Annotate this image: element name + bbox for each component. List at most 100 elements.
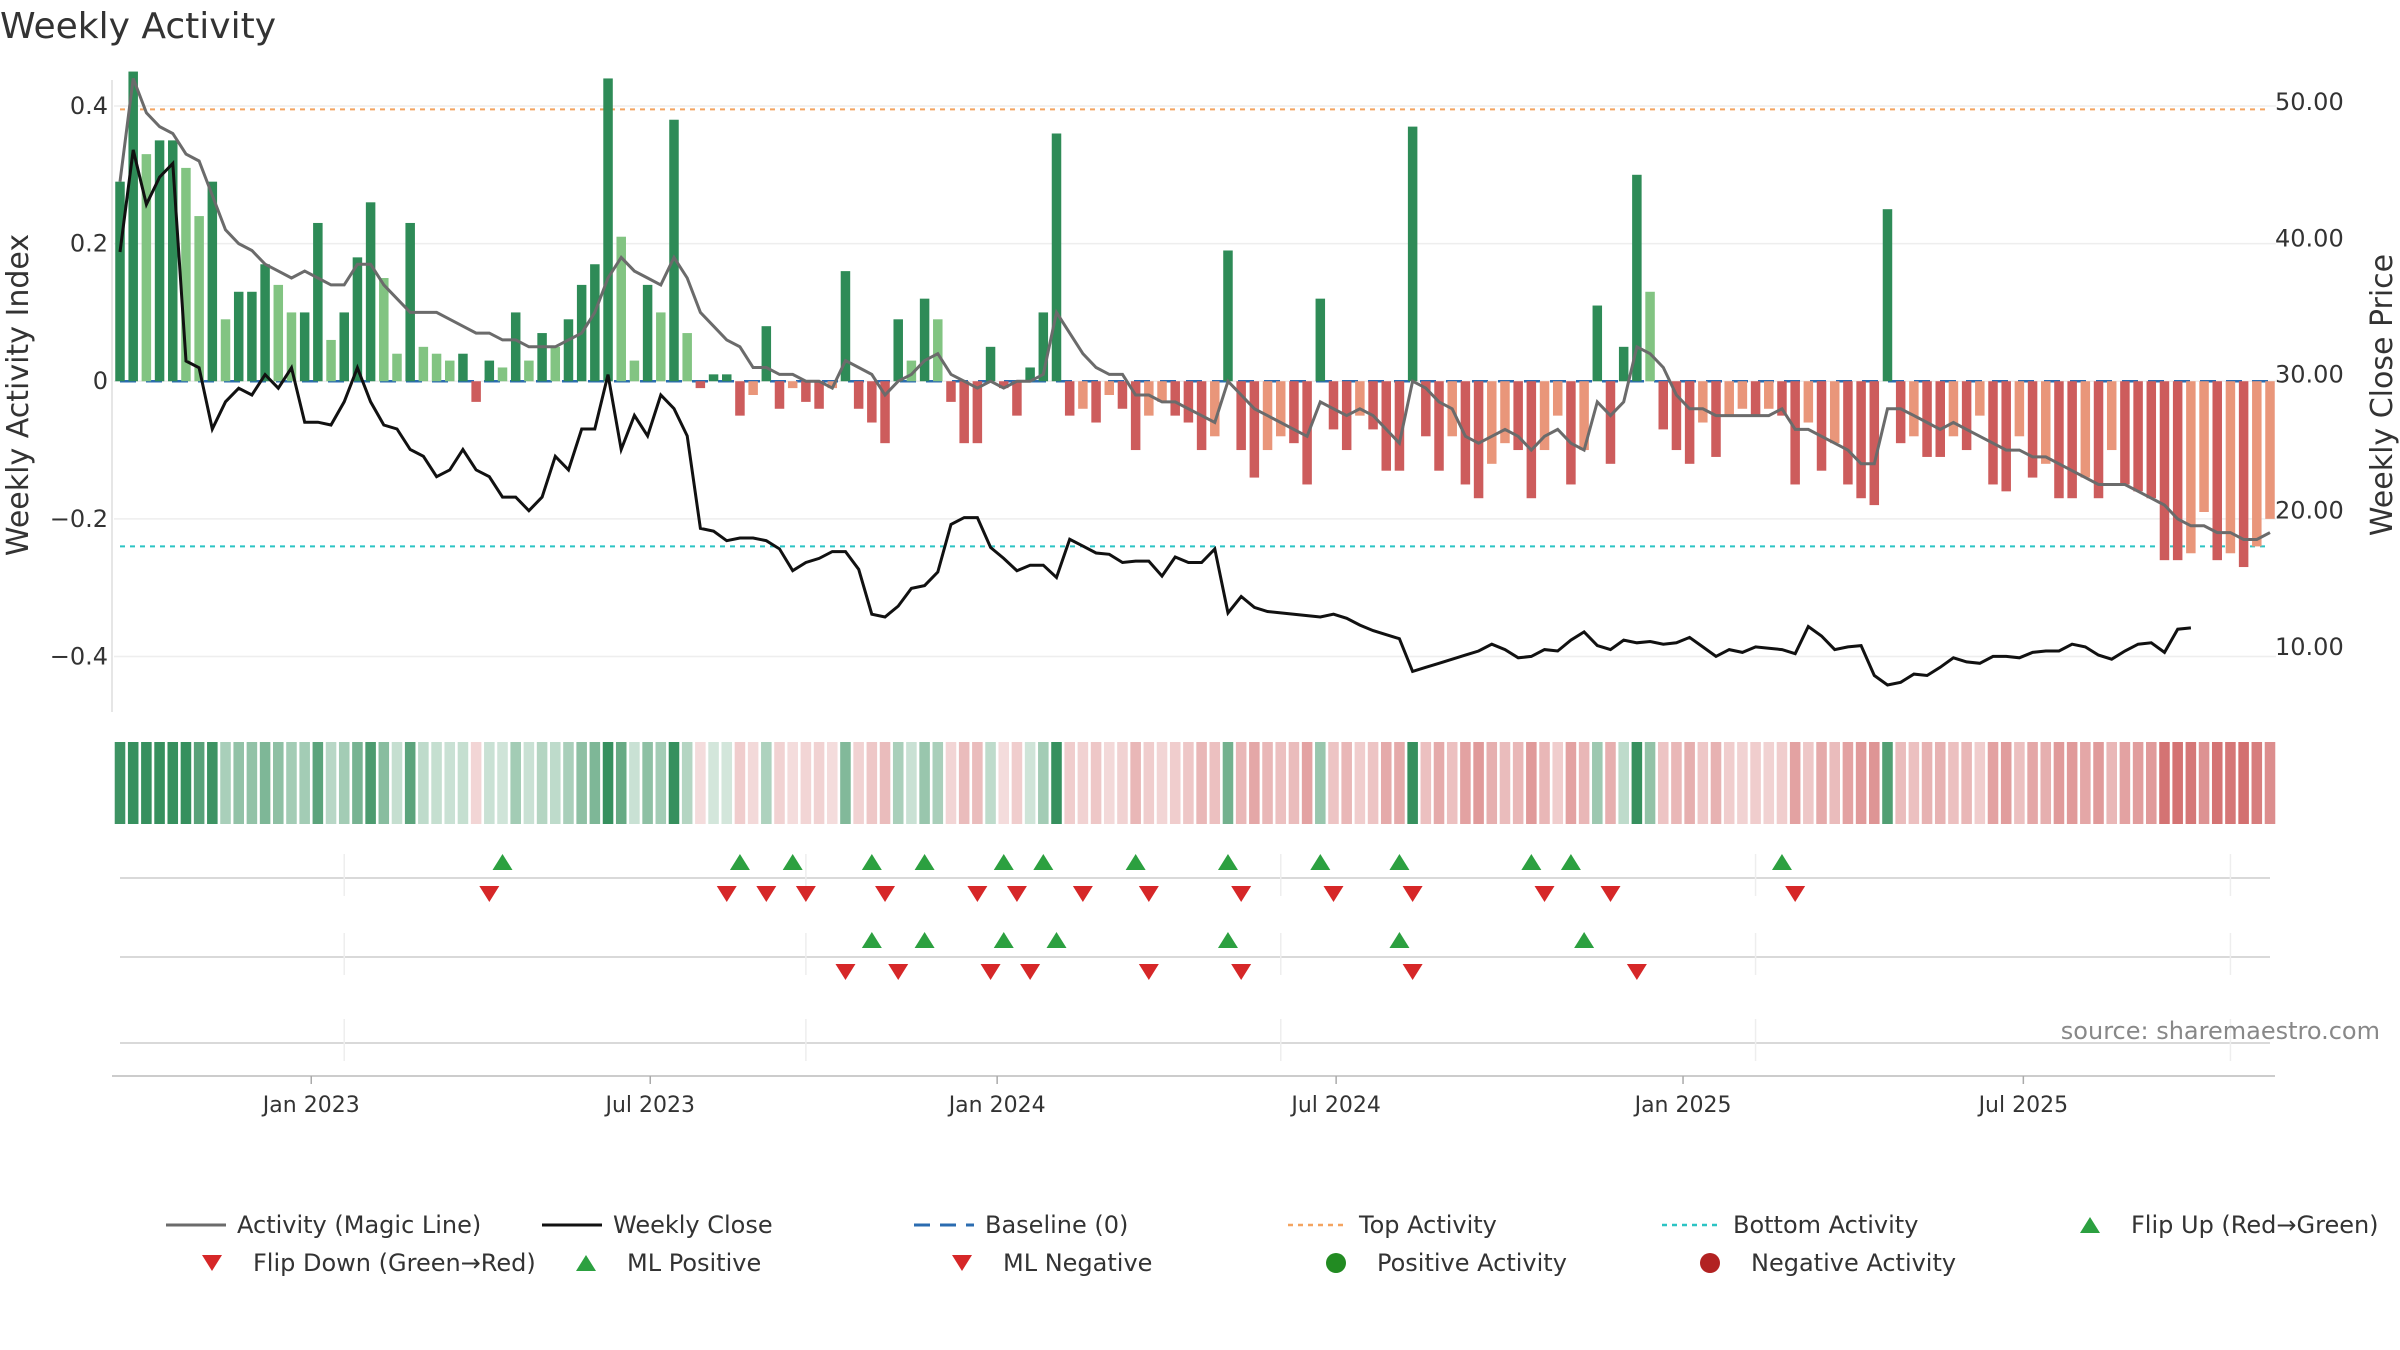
flip-down-marker <box>1006 886 1027 902</box>
legend-label: Weekly Close <box>613 1211 773 1239</box>
strip-cell <box>418 742 429 824</box>
legend-label: Negative Activity <box>1751 1249 1956 1277</box>
ml-negative-marker <box>980 964 1001 980</box>
strip-cell <box>1816 742 1827 824</box>
activity-bar <box>326 339 336 382</box>
strip-cell <box>2027 742 2038 824</box>
activity-bar <box>682 333 692 382</box>
activity-bar <box>1961 381 1972 451</box>
strip-cell <box>681 742 693 824</box>
strip-cell <box>1763 742 1775 824</box>
flip-down-marker <box>1534 886 1555 902</box>
activity-bar <box>1948 381 1959 437</box>
strip-cell <box>747 742 759 824</box>
flip-up-marker <box>914 854 935 870</box>
activity-bar <box>1579 381 1589 451</box>
legend-label: ML Positive <box>627 1249 761 1277</box>
strip-cell <box>180 742 192 824</box>
strip-cell <box>2185 742 2197 824</box>
strip-cell <box>550 742 561 824</box>
activity-bar <box>1051 133 1062 382</box>
activity-bar <box>1091 381 1101 423</box>
right-axis-title: Weekly Close Price <box>2365 254 2400 536</box>
strip-cell <box>444 742 456 824</box>
activity-bar <box>906 360 917 382</box>
activity-bar <box>946 381 956 402</box>
activity-bar <box>1130 381 1141 451</box>
legend-swatch <box>1700 1253 1720 1273</box>
ml-negative-marker <box>888 964 909 980</box>
strip-cell <box>1803 742 1814 824</box>
activity-bar <box>919 298 930 382</box>
activity-bar <box>260 264 270 382</box>
activity-bar <box>339 312 349 382</box>
strip-cell <box>325 742 337 824</box>
flip-up-marker <box>1771 854 1792 870</box>
strip-cell <box>1987 742 1999 824</box>
strip-cell <box>998 742 1010 824</box>
legend-swatch <box>202 1255 222 1271</box>
activity-bar <box>1157 381 1167 402</box>
activity-bar <box>1104 381 1115 395</box>
activity-bar <box>893 319 903 382</box>
activity-bar <box>2027 381 2038 478</box>
strip-cell <box>615 742 627 824</box>
strip-cell <box>1842 742 1854 824</box>
activity-bar <box>1249 381 1260 478</box>
activity-bar <box>748 381 758 395</box>
chart-title: Weekly Activity <box>0 6 276 47</box>
activity-bar <box>313 222 323 382</box>
activity-bar <box>115 181 125 382</box>
strip-cell <box>2014 742 2025 824</box>
strip-cell <box>536 742 548 824</box>
strip-cell <box>127 742 139 824</box>
activity-bar <box>352 257 363 382</box>
activity-bar <box>2186 381 2196 554</box>
strip-cell <box>945 742 957 824</box>
activity-bar <box>1315 298 1326 382</box>
legend-swatch <box>576 1255 596 1271</box>
activity-bar <box>2106 381 2117 451</box>
strip-cell <box>338 742 350 824</box>
activity-bar <box>1724 381 1734 416</box>
strip-cell <box>2066 742 2078 824</box>
ml-positive-marker <box>993 932 1014 948</box>
signal-markers <box>120 854 2270 1061</box>
activity-bar <box>1144 381 1154 416</box>
activity-bar <box>1882 209 1893 382</box>
activity-bar <box>1711 381 1721 457</box>
strip-cell <box>1301 742 1313 824</box>
legend-swatch <box>952 1255 972 1271</box>
weekly-close-line <box>118 149 2192 687</box>
activity-bar <box>2225 381 2236 554</box>
ml-negative-marker <box>1626 964 1647 980</box>
strip-cell <box>1934 742 1946 824</box>
activity-bar <box>1816 381 1827 471</box>
right-tick-label: 20.00 <box>2275 497 2344 525</box>
legend-item: ML Negative <box>952 1249 1152 1277</box>
strip-cell <box>1618 742 1629 824</box>
ml-positive-marker <box>1389 932 1410 948</box>
strip-cell <box>1855 742 1867 824</box>
flip-up-marker <box>492 854 513 870</box>
activity-bar <box>1658 381 1668 430</box>
strip-cell <box>220 742 231 824</box>
strip-cell <box>1156 742 1168 824</box>
strip-cell <box>1512 742 1524 824</box>
strip-cell <box>1908 742 1920 824</box>
strip-cell <box>787 742 798 824</box>
strip-cell <box>1103 742 1115 824</box>
flip-down-marker <box>875 886 896 902</box>
strip-cell <box>497 742 508 824</box>
activity-bar <box>2172 381 2183 561</box>
activity-bar <box>1909 381 1919 437</box>
activity-bar <box>1618 346 1629 382</box>
legend-item: ML Positive <box>576 1249 761 1277</box>
ml-negative-marker <box>1231 964 1252 980</box>
activity-bar <box>445 360 455 382</box>
activity-bar <box>656 312 666 382</box>
activity-bar <box>207 181 218 382</box>
strip-cell <box>1354 742 1366 824</box>
activity-bar <box>471 381 481 402</box>
